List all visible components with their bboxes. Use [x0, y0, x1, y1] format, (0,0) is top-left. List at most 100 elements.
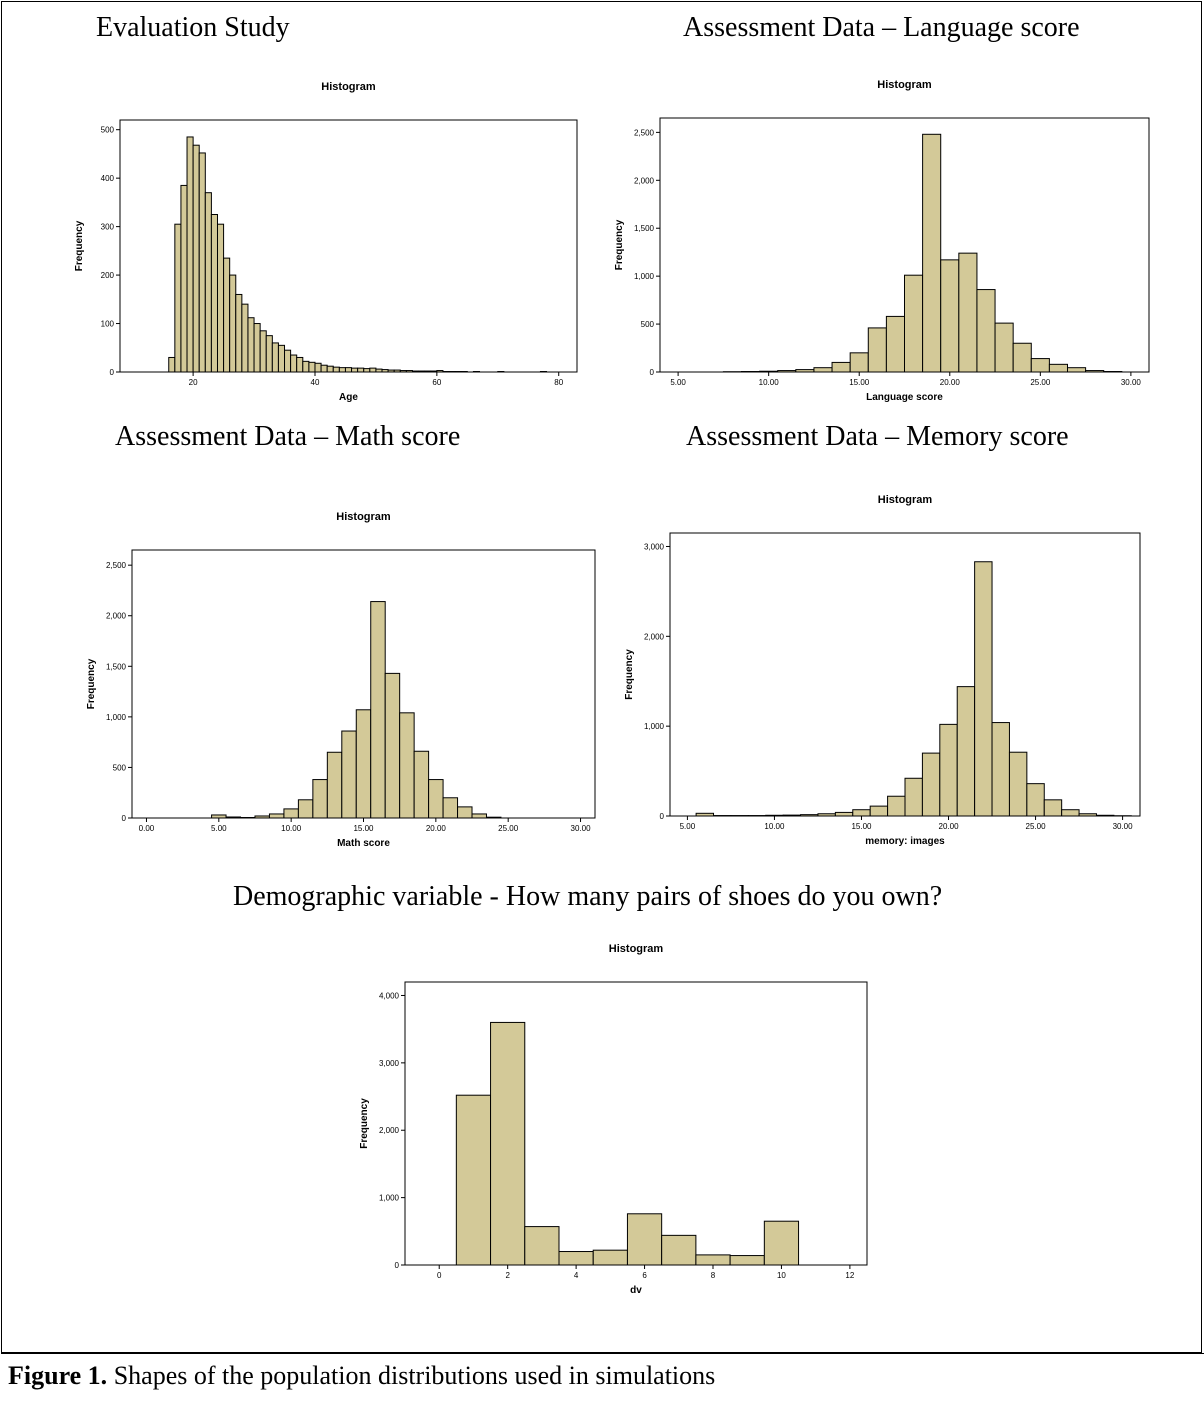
histogram-bar: [1049, 364, 1067, 372]
y-tick-label: 500: [101, 126, 115, 135]
histogram-bar: [696, 813, 713, 816]
histogram-bar: [187, 137, 193, 372]
histogram-bar: [309, 362, 315, 372]
y-tick-label: 0: [395, 1261, 400, 1270]
histogram-bar: [1009, 752, 1026, 816]
x-tick-label: 15.00: [849, 378, 870, 387]
x-tick-label: 30.00: [1121, 378, 1142, 387]
x-tick-label: 4: [574, 1271, 579, 1280]
histogram-bar: [315, 363, 321, 372]
histogram-bar: [217, 224, 223, 372]
y-tick-label: 2,000: [634, 176, 655, 185]
heading-math-score: Assessment Data – Math score: [115, 423, 460, 451]
x-tick-label: 0: [437, 1271, 442, 1280]
histogram-bar: [205, 193, 211, 372]
x-tick-label: 5.00: [211, 824, 227, 833]
histogram-bar: [425, 371, 431, 372]
histogram-bar: [905, 778, 922, 816]
histogram-bar: [870, 806, 887, 816]
y-axis-label: Frequency: [86, 658, 97, 709]
x-tick-label: 10.00: [764, 822, 785, 831]
histogram-bar: [291, 355, 297, 372]
histogram-bar: [224, 258, 230, 372]
histogram-bar: [339, 368, 345, 372]
y-tick-label: 300: [101, 223, 115, 232]
histogram-bar: [406, 371, 412, 372]
y-tick-label: 0: [650, 368, 655, 377]
y-axis-label: Frequency: [74, 220, 85, 271]
y-axis-label: Frequency: [614, 219, 625, 270]
histogram-bar: [297, 357, 303, 372]
histogram-bar: [370, 368, 376, 372]
histogram-bar: [764, 1221, 798, 1265]
x-tick-label: 10.00: [759, 378, 780, 387]
histogram-bar: [1031, 359, 1049, 372]
x-tick-label: 15.00: [851, 822, 872, 831]
histogram-bar: [801, 815, 818, 816]
y-tick-label: 500: [641, 320, 655, 329]
x-tick-label: 5.00: [670, 378, 686, 387]
y-tick-label: 0: [660, 812, 665, 821]
histogram-bar: [888, 796, 905, 816]
histogram-bar: [321, 365, 327, 372]
x-tick-label: 40: [311, 378, 320, 387]
histogram-bar: [662, 1235, 696, 1265]
histogram-bar: [1062, 810, 1079, 816]
x-axis-label: Math score: [337, 838, 390, 849]
histogram-bar: [627, 1214, 661, 1265]
histogram-bar: [345, 368, 351, 372]
x-tick-label: 0.00: [139, 824, 155, 833]
histogram-bar: [814, 368, 832, 372]
histogram-bar: [248, 318, 254, 372]
chart-title: Histogram: [321, 81, 376, 93]
histogram-bar: [414, 751, 428, 818]
y-tick-label: 1,500: [106, 662, 127, 671]
chart-title: Histogram: [609, 943, 664, 955]
histogram-bar: [992, 723, 1009, 816]
histogram-bar: [1027, 784, 1044, 816]
histogram-bar: [230, 275, 236, 372]
histogram-bar: [226, 817, 240, 818]
figure-caption-text: Shapes of the population distributions u…: [107, 1361, 715, 1390]
histogram-bar: [472, 814, 486, 818]
x-tick-label: 20.00: [939, 822, 960, 831]
histogram-bar: [269, 814, 283, 818]
histogram-bar: [868, 328, 886, 372]
histogram-bar: [923, 134, 941, 372]
histogram-bar: [278, 345, 284, 372]
y-tick-label: 3,000: [379, 1059, 400, 1068]
y-axis-label: Frequency: [359, 1098, 370, 1149]
histogram-bar: [1013, 343, 1031, 372]
histogram-bar: [356, 710, 370, 818]
x-axis-label: Language score: [866, 392, 943, 403]
x-tick-label: 12: [845, 1271, 854, 1280]
heading-memory-score: Assessment Data – Memory score: [686, 423, 1069, 451]
y-tick-label: 2,500: [634, 128, 655, 137]
x-tick-label: 2: [505, 1271, 510, 1280]
histogram-bar: [385, 673, 399, 818]
y-tick-label: 200: [101, 271, 115, 280]
histogram-bar: [193, 145, 199, 372]
histogram-bar: [922, 753, 939, 816]
histogram-bar: [358, 368, 364, 372]
histogram-bar: [593, 1250, 627, 1265]
x-tick-label: 15.00: [353, 824, 374, 833]
histogram-bar: [412, 371, 418, 372]
histogram-bar: [796, 370, 814, 372]
histogram-bar: [940, 724, 957, 816]
histogram-bar: [303, 361, 309, 372]
x-tick-label: 30.00: [571, 824, 592, 833]
heading-evaluation-study: Evaluation Study: [96, 14, 290, 42]
histogram-bar: [853, 810, 870, 816]
histogram-bar: [975, 562, 992, 816]
x-axis-label: dv: [630, 1285, 642, 1296]
x-tick-label: 10: [777, 1271, 786, 1280]
histogram-bar: [371, 602, 385, 818]
histogram-bar: [957, 687, 974, 816]
histogram-bar: [995, 323, 1013, 372]
histogram-bar: [254, 324, 260, 372]
histogram-bar: [236, 294, 242, 372]
x-tick-label: 6: [642, 1271, 647, 1280]
